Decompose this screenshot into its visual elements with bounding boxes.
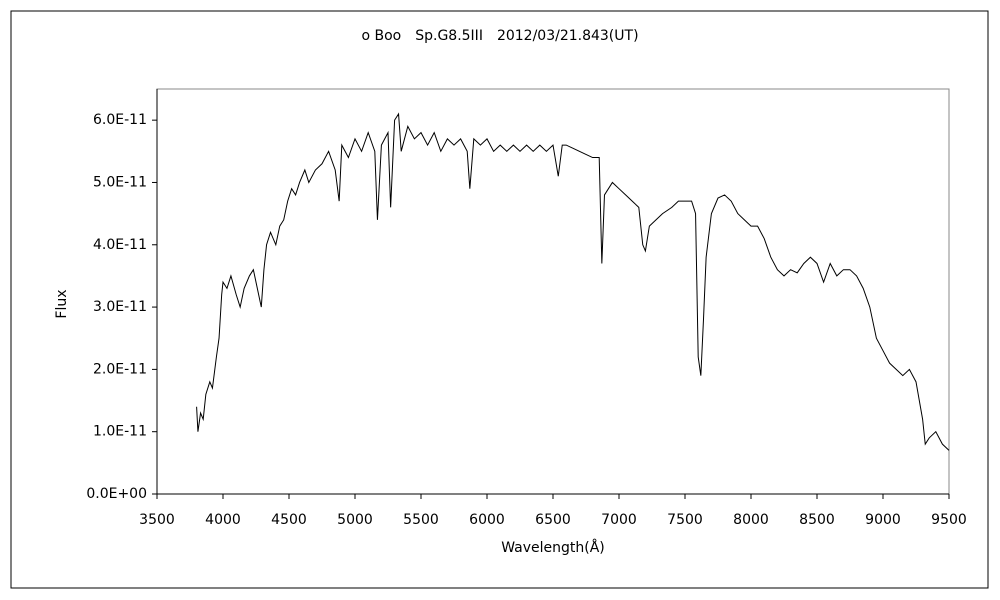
x-tick-label: 9000 [865,512,901,528]
x-tick-label: 4500 [271,512,307,528]
y-tick-label: 5.0E-11 [93,174,147,190]
x-axis-label: Wavelength(Å) [501,539,605,556]
x-tick-label: 7000 [601,512,637,528]
plot-area [156,88,950,495]
spectrum-line [196,112,950,451]
chart-title: ο Boo Sp.G8.5III 2012/03/21.843(UT) [361,28,638,44]
x-tick-label: 8000 [733,512,769,528]
x-tick-label: 6000 [469,512,505,528]
y-tick-label: 4.0E-11 [93,237,147,253]
x-tick-label: 9500 [931,512,967,528]
x-tick-label: 6500 [535,512,571,528]
y-tick-label: 1.0E-11 [93,424,147,440]
x-tick-label: 5500 [403,512,439,528]
y-tick-label: 6.0E-11 [93,112,147,128]
x-tick-label: 4000 [205,512,241,528]
y-tick-label: 0.0E+00 [86,486,147,502]
x-tick-label: 7500 [667,512,703,528]
x-tick-label: 8500 [799,512,835,528]
x-tick-label: 3500 [139,512,175,528]
y-tick-label: 3.0E-11 [93,299,147,315]
y-axis-label: Flux [54,289,70,318]
x-tick-label: 5000 [337,512,373,528]
y-tick-label: 2.0E-11 [93,361,147,377]
